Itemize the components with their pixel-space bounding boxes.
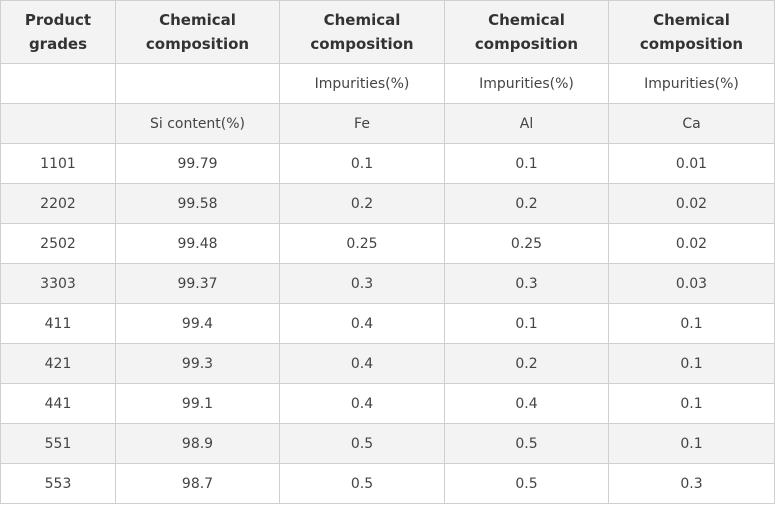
- value-cell: 0.25: [279, 223, 445, 264]
- value-cell: 0.5: [444, 463, 609, 504]
- value-cell: 0.1: [444, 303, 609, 344]
- value-cell: 0.02: [608, 223, 775, 264]
- value-cell: 0.4: [279, 383, 445, 424]
- value-cell: 0.5: [444, 423, 609, 464]
- value-cell: 0.4: [444, 383, 609, 424]
- value-cell: 98.7: [115, 463, 280, 504]
- value-cell: 0.1: [608, 423, 775, 464]
- value-cell: 99.79: [115, 143, 280, 184]
- grade-cell: 411: [0, 303, 116, 344]
- subheader-row-elements: Si content(%) Fe Al Ca: [0, 103, 775, 144]
- subheader-cell: Impurities(%): [279, 63, 445, 104]
- grade-cell: 553: [0, 463, 116, 504]
- table-row: 1101 99.79 0.1 0.1 0.01: [0, 143, 775, 184]
- value-cell: 0.03: [608, 263, 775, 304]
- table-body: 1101 99.79 0.1 0.1 0.01 2202 99.58 0.2 0.2 0.02 25…: [0, 143, 775, 504]
- subheader-row-impurities: Impurities(%) Impurities(%) Impurities(%…: [0, 63, 775, 104]
- value-cell: 0.3: [279, 263, 445, 304]
- value-cell: 99.3: [115, 343, 280, 384]
- grade-cell: 2502: [0, 223, 116, 264]
- subheader-cell: Si content(%): [115, 103, 280, 144]
- value-cell: 0.01: [608, 143, 775, 184]
- table-row: 3303 99.37 0.3 0.3 0.03: [0, 263, 775, 304]
- value-cell: 99.58: [115, 183, 280, 224]
- header-chemical-composition-3: Chemical composition: [444, 0, 609, 64]
- value-cell: 0.2: [444, 343, 609, 384]
- subheader-cell: Impurities(%): [608, 63, 775, 104]
- grade-cell: 551: [0, 423, 116, 464]
- table-subheader: Impurities(%) Impurities(%) Impurities(%…: [0, 63, 775, 144]
- table-row: 551 98.9 0.5 0.5 0.1: [0, 423, 775, 464]
- table-row: 553 98.7 0.5 0.5 0.3: [0, 463, 775, 504]
- value-cell: 99.48: [115, 223, 280, 264]
- value-cell: 0.1: [608, 343, 775, 384]
- value-cell: 99.4: [115, 303, 280, 344]
- table-row: 421 99.3 0.4 0.2 0.1: [0, 343, 775, 384]
- table-row: 2502 99.48 0.25 0.25 0.02: [0, 223, 775, 264]
- table-row: 441 99.1 0.4 0.4 0.1: [0, 383, 775, 424]
- value-cell: 0.4: [279, 303, 445, 344]
- value-cell: 0.2: [444, 183, 609, 224]
- value-cell: 0.4: [279, 343, 445, 384]
- value-cell: 99.37: [115, 263, 280, 304]
- value-cell: 0.5: [279, 423, 445, 464]
- grade-cell: 3303: [0, 263, 116, 304]
- subheader-cell: [0, 63, 116, 104]
- value-cell: 0.1: [608, 383, 775, 424]
- grade-cell: 1101: [0, 143, 116, 184]
- grade-cell: 2202: [0, 183, 116, 224]
- grade-cell: 421: [0, 343, 116, 384]
- value-cell: 0.5: [279, 463, 445, 504]
- subheader-cell: [0, 103, 116, 144]
- header-chemical-composition-4: Chemical composition: [608, 0, 775, 64]
- table-row: 2202 99.58 0.2 0.2 0.02: [0, 183, 775, 224]
- value-cell: 99.1: [115, 383, 280, 424]
- value-cell: 0.3: [444, 263, 609, 304]
- header-row: Product grades Chemical composition Chem…: [0, 0, 775, 64]
- value-cell: 0.2: [279, 183, 445, 224]
- subheader-cell: Ca: [608, 103, 775, 144]
- header-chemical-composition-1: Chemical composition: [115, 0, 280, 64]
- value-cell: 0.02: [608, 183, 775, 224]
- header-product-grades: Product grades: [0, 0, 116, 64]
- value-cell: 0.3: [608, 463, 775, 504]
- subheader-cell: Fe: [279, 103, 445, 144]
- value-cell: 98.9: [115, 423, 280, 464]
- subheader-cell: [115, 63, 280, 104]
- value-cell: 0.1: [444, 143, 609, 184]
- header-chemical-composition-2: Chemical composition: [279, 0, 445, 64]
- grade-cell: 441: [0, 383, 116, 424]
- value-cell: 0.25: [444, 223, 609, 264]
- subheader-cell: Impurities(%): [444, 63, 609, 104]
- table-row: 411 99.4 0.4 0.1 0.1: [0, 303, 775, 344]
- value-cell: 0.1: [608, 303, 775, 344]
- subheader-cell: Al: [444, 103, 609, 144]
- table-header: Product grades Chemical composition Chem…: [0, 0, 775, 64]
- value-cell: 0.1: [279, 143, 445, 184]
